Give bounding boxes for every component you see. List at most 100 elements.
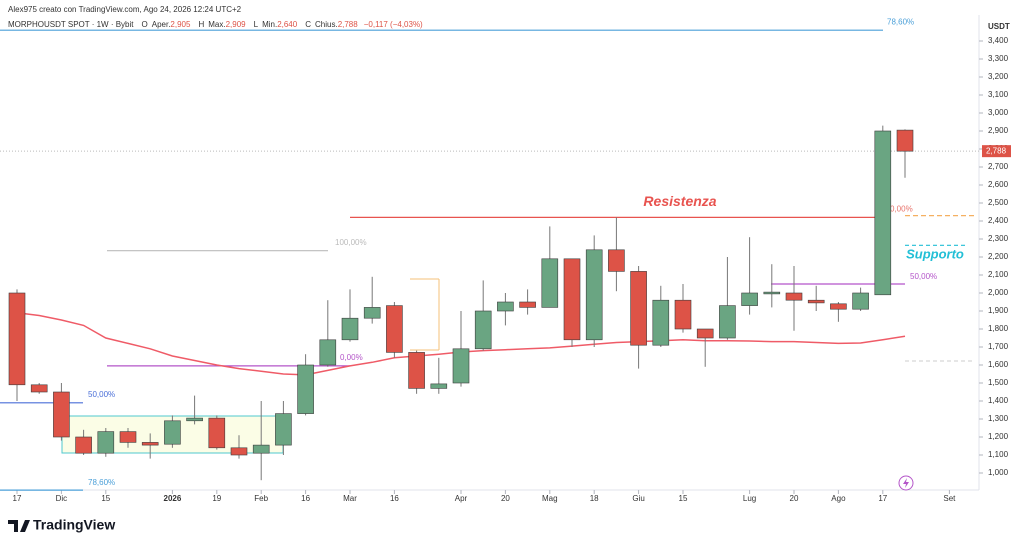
candle-body [830,303,847,310]
y-tick-label: 1,400 [988,396,1009,405]
candle-body [563,258,581,341]
ohlc-key: C [305,20,311,29]
x-tick-label: 18 [590,494,599,503]
x-tick-label: 15 [679,494,688,503]
candle-body [452,348,470,384]
annotation: 50,00% [88,390,115,399]
candle-body [252,444,270,454]
y-tick-label: 3,200 [988,72,1009,81]
y-tick-label: 2,100 [988,270,1009,279]
candle-body [696,328,714,339]
candle-body [319,339,337,366]
annotation: 78,60% [887,17,914,26]
event-icon [903,478,909,488]
candle-body [807,299,825,304]
x-tick-label: 15 [101,494,110,503]
candle-body [119,431,137,443]
candle-body [719,305,736,339]
annotation: Supporto [906,247,964,262]
x-tick-label: Feb [254,494,268,503]
y-tick-label: 1,800 [988,324,1009,333]
annotation: 50,00% [910,272,937,281]
y-tick-label: 1,300 [988,414,1009,423]
candle-body [30,384,48,393]
logo: TradingView [8,517,115,533]
x-tick-label: Mar [343,494,357,503]
candle-body [386,305,403,353]
candle-body [275,413,292,446]
last-price-label: 2,788 [986,146,1007,155]
candle-body [164,420,181,445]
currency: USDT [988,22,1010,31]
x-tick-label: 17 [878,494,887,503]
y-tick-label: 1,700 [988,342,1009,351]
candle-body [430,383,448,389]
ohlc-label: Max. [208,20,225,29]
candle-body [186,417,203,422]
y-tick-label: 3,100 [988,90,1009,99]
candle-body [763,291,781,295]
candle-body [341,317,359,341]
x-tick-label: 17 [13,494,22,503]
candle-body [630,271,647,346]
annotation: 0,00% [890,205,913,214]
x-tick-label: 20 [790,494,799,503]
x-tick-label: 2026 [164,494,182,503]
candle-body [53,391,70,438]
ohlc-value: 2,788 [338,20,359,29]
candle-body [141,442,159,446]
x-tick-label: Mag [542,494,558,503]
y-tick-label: 2,500 [988,198,1009,207]
x-tick-label: Ago [831,494,846,503]
x-tick-label: Giu [632,494,644,503]
brand: TradingView [33,517,115,533]
x-tick-label: 16 [301,494,310,503]
candle-body [408,352,425,389]
ohlc-key: O [142,20,148,29]
candle-body [852,292,869,310]
candle-body [208,417,226,449]
candle-body [874,130,892,296]
symbol-line: MORPHOUSDT SPOT · 1W · Bybit O Aper.2,905 H… [8,20,423,29]
y-tick-label: 1,600 [988,360,1009,369]
candle-body [541,258,559,308]
annotation: 100,00% [335,238,367,247]
y-tick-label: 1,000 [988,468,1009,477]
candle-body [97,431,115,454]
y-tick-label: 3,300 [988,54,1009,63]
credit: Alex975 creato con TradingView.com, Ago … [8,5,242,14]
x-tick-label: 20 [501,494,510,503]
ohlc-value: 2,905 [170,20,191,29]
y-tick-label: 2,600 [988,180,1009,189]
candle-body [585,249,603,341]
candle-body [785,292,803,301]
y-tick-label: 2,400 [988,216,1009,225]
header: MORPHOUSDT SPOT · 1W · Bybit O Aper.2,905 H… [8,20,423,29]
candle-body [608,249,625,272]
ohlc-value: 2,640 [277,20,298,29]
x-tick-label: Lug [743,494,756,503]
candle-body [230,447,248,456]
ohlc-value: 2,909 [226,20,247,29]
last-price-box [982,145,1011,158]
x-tick-label: 16 [390,494,399,503]
annotation: 78,60% [88,478,115,487]
x-tick-label: Apr [455,494,468,503]
ohlc-key: L [254,20,259,29]
y-tick-label: 1,200 [988,432,1009,441]
candle-body [519,301,536,308]
ohlc-label: Chius. [315,20,338,29]
x-tick-label: Set [943,494,956,503]
ohlc-label: Aper. [152,20,171,29]
candle-body [297,364,314,414]
x-tick-label: Dic [56,494,68,503]
candle-body [75,436,92,454]
y-tick-label: 1,500 [988,378,1009,387]
y-tick-label: 2,700 [988,162,1009,171]
candle-body [741,292,758,306]
candle-body [8,292,26,386]
candle-body [652,299,670,346]
symbol: MORPHOUSDT SPOT · 1W · Bybit [8,20,134,29]
candle-body [674,299,692,330]
